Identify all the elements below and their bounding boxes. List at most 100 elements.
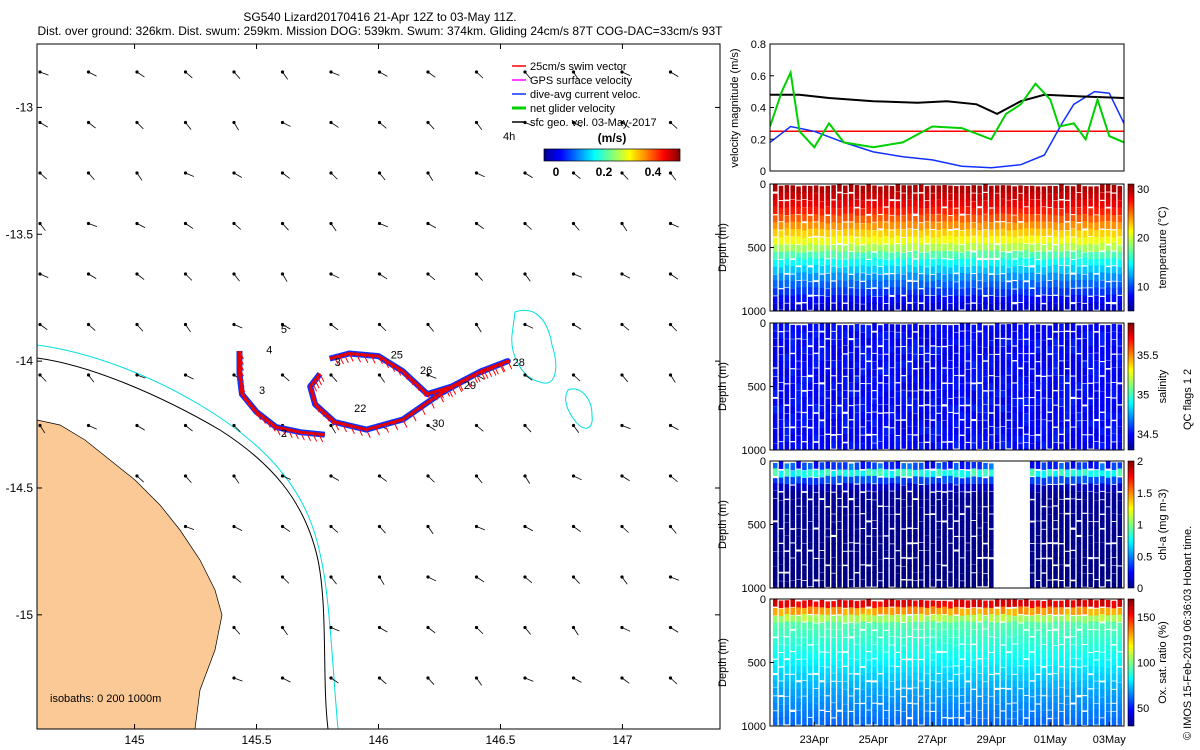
profile-sample xyxy=(1047,193,1052,201)
profile-sample xyxy=(994,250,1000,258)
profile-sample xyxy=(883,222,889,230)
profile-sample xyxy=(807,702,813,711)
profile-sample xyxy=(813,601,819,610)
geo-vector-head xyxy=(620,221,624,226)
profile-sample xyxy=(1082,353,1088,361)
profile-sample xyxy=(918,484,924,493)
profile-sample xyxy=(1012,242,1017,251)
profile-sample xyxy=(872,252,877,261)
profile-sample xyxy=(983,214,988,222)
profile-sample xyxy=(901,703,906,712)
profile-sample xyxy=(860,223,866,231)
profile-sample xyxy=(1000,258,1006,266)
profile-sample xyxy=(1105,535,1111,543)
profile-sample xyxy=(977,520,982,528)
profile-sample xyxy=(790,599,795,607)
profile-sample xyxy=(901,229,906,238)
profile-sample xyxy=(954,498,959,506)
profile-sample xyxy=(790,236,795,245)
profile-sample xyxy=(831,522,836,530)
profile-sample xyxy=(930,579,936,587)
profile-sample xyxy=(778,711,784,720)
profile-sample xyxy=(878,433,883,442)
profile-sample xyxy=(843,483,848,491)
profile-sample xyxy=(1088,565,1093,574)
profile-sample xyxy=(1053,492,1058,500)
profile-sample xyxy=(883,550,889,558)
profile-sample xyxy=(778,273,784,281)
profile-sample xyxy=(1006,272,1012,281)
profile-sample xyxy=(1100,391,1105,400)
profile-sample xyxy=(907,426,912,435)
profile-sample xyxy=(1082,521,1088,529)
profile-sample xyxy=(878,622,883,631)
profile-sample xyxy=(913,273,918,281)
profile-sample xyxy=(942,412,947,421)
profile-sample xyxy=(983,206,988,214)
geo-vector-head xyxy=(377,676,382,680)
profile-sample xyxy=(907,650,912,659)
profile-sample xyxy=(971,492,977,500)
profile-sample xyxy=(1065,236,1070,244)
profile-sample xyxy=(831,601,836,609)
profile-sample xyxy=(936,704,941,712)
profile-sample xyxy=(1111,549,1117,558)
profile-sample xyxy=(848,565,854,573)
profile-sample xyxy=(895,483,901,492)
profile-sample xyxy=(989,621,994,630)
profile-sample xyxy=(813,469,819,478)
profile-sample xyxy=(1024,406,1029,414)
profile-sample xyxy=(848,658,854,666)
profile-sample xyxy=(1076,405,1082,413)
profile-sample xyxy=(895,324,901,332)
profile-sample xyxy=(837,498,842,507)
profile-sample xyxy=(936,557,941,565)
profile-sample xyxy=(837,360,842,369)
profile-sample xyxy=(1094,586,1099,588)
profile-sample xyxy=(924,521,930,530)
profile-sample xyxy=(948,390,953,399)
profile-sample xyxy=(1018,324,1023,333)
profile-sample xyxy=(1088,324,1093,332)
profile-sample xyxy=(971,536,977,545)
profile-sample xyxy=(1117,367,1123,376)
profile-sample xyxy=(936,600,941,609)
profile-sample xyxy=(1088,405,1093,414)
profile-sample xyxy=(959,573,965,581)
profile-sample xyxy=(959,338,965,346)
profile-sample xyxy=(913,476,918,484)
profile-sample xyxy=(983,549,988,557)
profile-sample xyxy=(790,529,795,538)
geo-vector-head xyxy=(329,272,333,276)
profile-sample xyxy=(807,332,813,340)
profile-sample xyxy=(1065,469,1070,478)
profile-sample xyxy=(977,193,982,201)
track-west-swim-vector xyxy=(240,388,246,398)
profile-sample xyxy=(837,353,842,361)
profile-sample xyxy=(918,310,924,311)
profile-sample xyxy=(866,544,871,553)
profile-sample xyxy=(977,674,982,682)
profile-sample xyxy=(1094,206,1099,215)
profile-sample xyxy=(1035,362,1041,370)
profile-sample xyxy=(942,288,947,296)
profile-sample xyxy=(1000,347,1006,355)
profile-sample xyxy=(819,622,825,631)
profile-sample xyxy=(778,470,784,479)
profile-sample xyxy=(901,507,906,515)
profile-sample xyxy=(1006,711,1012,719)
profile-sample xyxy=(1088,665,1093,674)
profile-sample xyxy=(860,571,866,580)
profile-sample xyxy=(1012,651,1017,660)
profile-sample xyxy=(778,581,784,588)
profile-sample xyxy=(977,659,982,667)
profile-sample xyxy=(1059,645,1064,653)
profile-sample xyxy=(843,295,848,303)
profile-sample xyxy=(807,282,813,290)
profile-sample xyxy=(1012,711,1017,719)
profile-sample xyxy=(1082,280,1088,288)
profile-sample xyxy=(936,537,941,545)
profile-sample xyxy=(1082,573,1088,581)
profile-sample xyxy=(913,629,918,638)
track-west-swim-vector xyxy=(239,373,244,383)
